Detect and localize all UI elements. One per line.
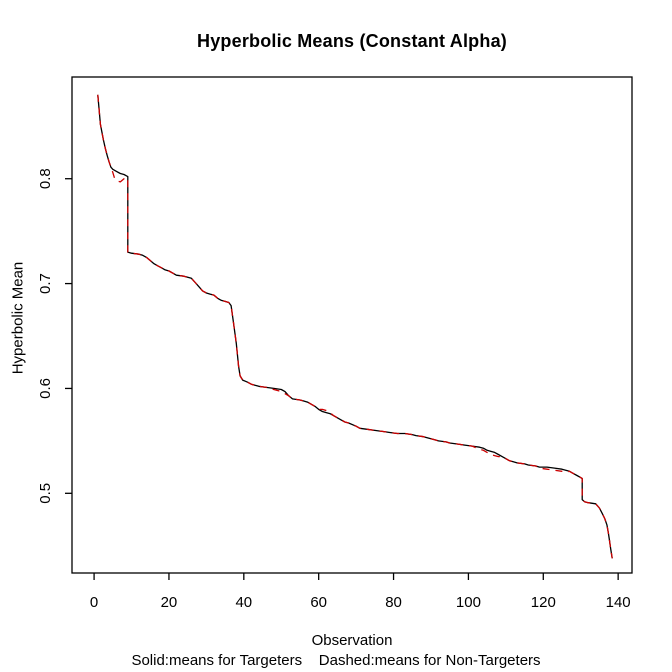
x-tick-label: 80 (385, 594, 402, 611)
x-tick-label: 20 (161, 594, 178, 611)
y-tick-label: 0.8 (37, 168, 54, 189)
legend-note: Solid:means for Targeters Dashed:means f… (131, 652, 541, 669)
x-tick-label: 40 (235, 594, 252, 611)
x-tick-label: 100 (456, 594, 481, 611)
y-tick-label: 0.6 (37, 378, 54, 399)
targeters-solid-line (97, 94, 613, 559)
y-tick-label: 0.5 (37, 483, 54, 504)
x-tick-label: 120 (531, 594, 556, 611)
plot-frame (71, 76, 633, 574)
non-targeters-dashed-line (97, 94, 613, 559)
x-axis-label: Observation (311, 632, 393, 649)
x-tick-label: 140 (606, 594, 631, 611)
y-tick-label: 0.7 (37, 273, 54, 294)
x-tick-label: 0 (90, 594, 98, 611)
chart-title: Hyperbolic Means (Constant Alpha) (197, 31, 507, 51)
y-axis-label: Hyperbolic Mean (9, 261, 27, 375)
x-tick-label: 60 (310, 594, 327, 611)
